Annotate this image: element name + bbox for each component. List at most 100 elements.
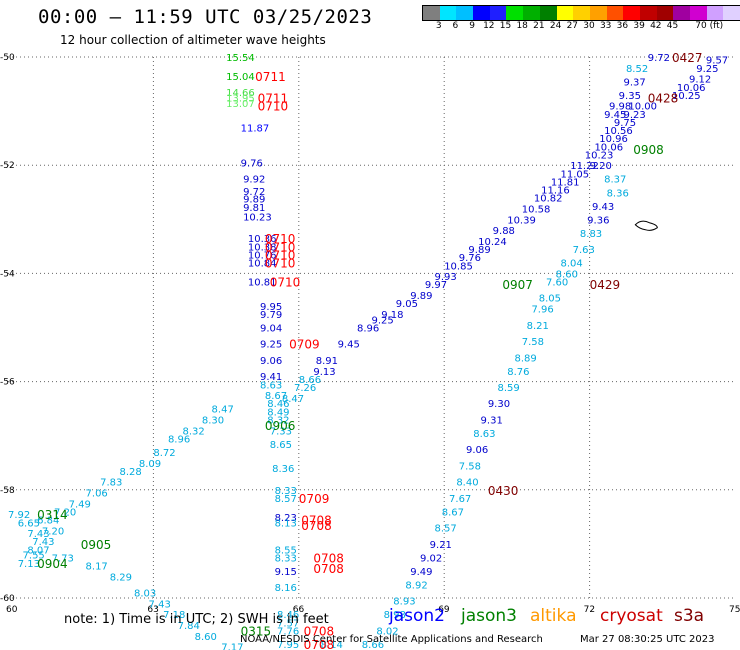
colorbar-tick-label: 42	[650, 21, 662, 31]
swh-data-label: 7.84	[178, 621, 200, 632]
swh-data-label: 8.55	[275, 545, 297, 556]
pass-time-label: 0708	[301, 514, 332, 528]
swh-data-label: 8.21	[527, 321, 549, 332]
swh-data-label: 9.45	[604, 110, 626, 121]
swh-data-label: 9.97	[425, 280, 447, 291]
swh-data-label: 10.84	[248, 259, 277, 270]
colorbar-swatch	[606, 6, 624, 20]
swh-data-label: 10.23	[585, 150, 614, 161]
swh-data-label: 8.13	[275, 518, 297, 529]
swh-data-label: 8.57	[275, 494, 297, 505]
swh-data-label: 9.05	[396, 299, 418, 310]
pass-time-label: 0708	[313, 551, 344, 565]
swh-data-label: 8.37	[604, 175, 626, 186]
swh-data-label: 9.20	[590, 161, 612, 172]
y-tick-label: -56	[0, 378, 15, 388]
swh-data-label: 10.00	[628, 102, 657, 113]
pass-time-label: 0710	[265, 248, 296, 262]
swh-data-label: 8.07	[27, 545, 49, 556]
swh-data-label: 9.06	[260, 356, 282, 367]
swh-data-label: 10.23	[243, 213, 272, 224]
pass-time-label: 0708	[301, 519, 332, 533]
swh-data-label: 9.18	[381, 310, 403, 321]
pass-time-label: 0708	[304, 638, 335, 650]
swh-data-label: 7.92	[8, 510, 30, 521]
colorbar-tick-label: 30	[583, 21, 595, 31]
swh-data-label: 7.60	[546, 278, 568, 289]
pass-time-label: 0710	[265, 232, 296, 246]
legend-jason2: jason2	[389, 606, 445, 626]
swh-data-label: 6.65	[18, 518, 40, 529]
swh-data-label: 9.04	[260, 324, 282, 335]
swh-data-label: 9.88	[493, 226, 515, 237]
swh-data-label: 9.12	[689, 75, 711, 86]
x-tick-label: 72	[584, 605, 595, 615]
swh-data-label: 8.16	[275, 583, 297, 594]
swh-data-label: 7.13	[18, 559, 40, 570]
swh-data-label: 9.92	[243, 175, 265, 186]
y-tick-label: -50	[0, 53, 15, 63]
pass-time-label: 0908	[633, 143, 664, 157]
swh-data-label: 8.66	[362, 640, 384, 650]
swh-data-label: 14.66	[226, 88, 255, 99]
swh-data-label: 7.58	[522, 337, 544, 348]
pass-time-label: 0428	[648, 92, 679, 106]
swh-data-label: 9.31	[481, 415, 503, 426]
swh-data-label: 8.92	[405, 580, 427, 591]
swh-data-label: 7.49	[69, 499, 91, 510]
swh-data-label: 10.39	[507, 215, 536, 226]
colorbar-tick-label: 45	[666, 21, 679, 31]
swh-data-label: 10.24	[478, 237, 507, 248]
swh-data-label: 9.89	[468, 245, 490, 256]
swh-data-label: 10.81	[248, 278, 277, 289]
swh-data-label: 8.67	[442, 507, 464, 518]
swh-data-label: 8.32	[182, 426, 204, 437]
swh-data-label: 8.14	[321, 640, 343, 650]
swh-data-label: 11.16	[541, 186, 570, 197]
swh-data-label: 8.03	[134, 589, 156, 600]
pass-time-label: 0430	[488, 484, 519, 498]
pass-time-label: 0711	[255, 70, 286, 84]
x-tick-label: 60	[6, 605, 18, 615]
colorbar-swatch	[690, 6, 707, 20]
swh-data-label: 11.22	[570, 161, 599, 172]
swh-data-label: 8.47	[212, 405, 234, 416]
swh-data-label: 7.20	[54, 507, 76, 518]
swh-data-label: 10.82	[534, 194, 563, 205]
timestamp-text: Mar 27 08:30:25 UTC 2023	[580, 634, 715, 645]
colorbar-swatch	[573, 6, 590, 20]
legend-altika: altika	[530, 606, 577, 626]
x-tick-label: 69	[438, 605, 450, 615]
colorbar-swatch	[489, 6, 507, 20]
swh-data-label: 7.26	[294, 383, 316, 394]
pass-time-label: 0708	[304, 624, 335, 638]
swh-data-label: 9.35	[619, 91, 641, 102]
swh-data-label: 7.43	[27, 529, 49, 540]
pass-time-label: 0429	[590, 278, 621, 292]
swh-data-label: 9.95	[260, 302, 282, 313]
swh-data-label: 7.63	[573, 245, 595, 256]
colorbar-tick-label: 9	[469, 21, 475, 31]
swh-data-label: 8.40	[456, 478, 478, 489]
x-tick-label: 63	[147, 605, 158, 615]
swh-data-label: 8.17	[86, 562, 108, 573]
swh-data-label: 10.56	[604, 126, 633, 137]
swh-data-label: 8.30	[202, 415, 224, 426]
swh-data-label: 10.38	[248, 242, 277, 253]
swh-data-label: 7.58	[459, 461, 481, 472]
swh-data-label: 8.05	[539, 294, 561, 305]
pass-time-label: 0710	[265, 240, 296, 254]
swh-data-label: 9.79	[260, 310, 282, 321]
note-text: note: 1) Time is in UTC; 2) SWH is in fe…	[64, 612, 329, 627]
swh-data-label: 7.76	[277, 626, 299, 637]
swh-data-label: 10.85	[444, 261, 473, 272]
swh-data-label: 7.55	[23, 551, 45, 562]
swh-data-label: 7.20	[42, 526, 64, 537]
pass-time-label: 0711	[258, 92, 289, 106]
swh-data-label: 7.43	[149, 599, 171, 610]
credit-text: NOAA/NESDIS Center for Satellite Applica…	[240, 634, 543, 645]
pass-time-label: 0907	[502, 278, 533, 292]
colorbar-tick-label: 24	[549, 21, 562, 31]
swh-data-label: 8.09	[139, 459, 161, 470]
y-tick-label: -58	[0, 486, 15, 496]
